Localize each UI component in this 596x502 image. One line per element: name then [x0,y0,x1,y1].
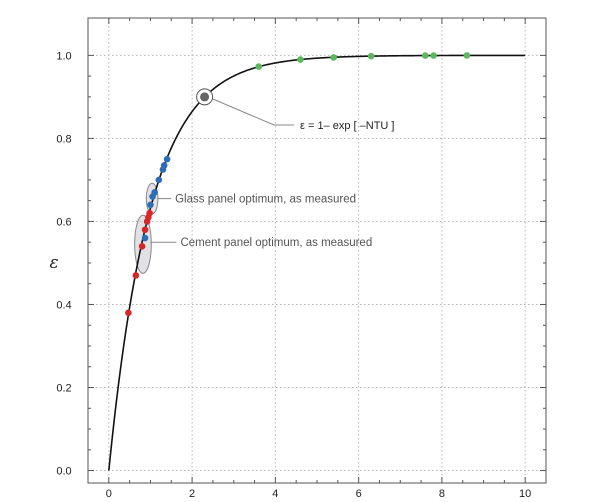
curve-line [108,54,526,471]
data-point [463,52,471,59]
data-point [138,243,146,250]
cement-annotation: Cement panel optimum, as measured [180,237,372,249]
y-tick-label: 0.8 [56,133,71,145]
y-tick-label: 0.4 [56,299,71,311]
x-tick-label: 4 [272,488,278,500]
x-tick-label: 8 [439,488,445,500]
data-point [141,234,149,242]
data-point [160,162,168,169]
effectiveness-curve [108,54,526,471]
data-point [146,209,153,217]
data-point [125,309,132,317]
highlight-dot [200,92,210,102]
data-point [132,272,140,279]
data-point [155,176,163,184]
plot-border [87,17,547,484]
data-point [163,155,171,163]
grid [88,18,546,483]
data-point [141,226,149,234]
x-tick-label: 0 [106,488,112,500]
y-tick-label: 1.0 [56,50,71,62]
plot-frame [87,17,547,484]
y-axis-label: ε [49,253,58,273]
data-point [297,56,304,63]
data-point [421,52,429,59]
x-tick-label: 10 [519,488,531,500]
x-tick-label: 6 [356,488,362,500]
axis-ticks: 0 2 4 6 8 10 0.0 0.2 0.4 0.6 0.8 1.0 [56,18,546,500]
data-point [430,52,437,59]
y-tick-label: 0.0 [56,466,71,478]
formula-leader [212,98,294,126]
data-point [255,63,263,70]
y-tick-label: 0.6 [56,216,71,228]
data-point [147,201,154,209]
data-point [330,54,337,61]
data-point [367,52,375,60]
y-tick-label: 0.2 [56,383,71,395]
formula-label: ε = 1– exp [ –NTU ] [300,120,394,132]
data-points [125,52,471,317]
glass-annotation: Glass panel optimum, as measured [175,194,356,206]
data-point [151,189,158,196]
x-tick-label: 2 [189,488,195,500]
annotations: ε = 1– exp [ –NTU ] Glass panel optimum, … [150,88,394,249]
